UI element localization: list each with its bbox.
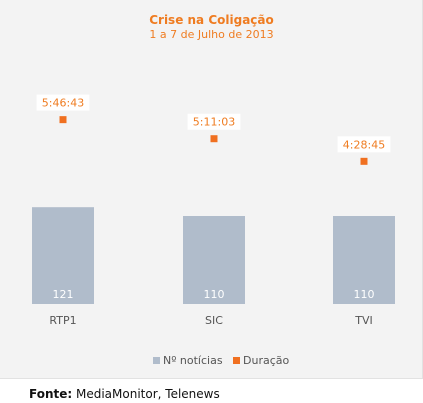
source-label: Fonte:	[29, 387, 73, 401]
x-tick-label-sic: SIC	[205, 314, 223, 327]
source-note: Fonte: MediaMonitor, Telenews	[29, 387, 220, 401]
legend-label-noticias: Nº notícias	[163, 354, 223, 367]
x-tick-label-tvi: TVI	[354, 314, 373, 327]
duration-label-box-rtp1	[36, 94, 90, 111]
legend-swatch-duracao	[233, 357, 240, 364]
duration-label-sic: 5:11:03	[193, 116, 235, 129]
duration-point-tvi	[360, 157, 368, 165]
legend-label-duracao: Duração	[243, 354, 289, 367]
bar-sic	[183, 216, 245, 304]
bar-rtp1	[32, 207, 94, 304]
duration-label-tvi: 4:28:45	[343, 138, 385, 151]
duration-point-rtp1	[59, 116, 67, 124]
bar-value-label-tvi: 110	[354, 288, 375, 301]
bar-tvi	[333, 216, 395, 304]
duration-label-box-sic	[187, 113, 241, 130]
bar-chart: 121 5:46:43 RTP1 110 5:11:03 SIC 110 4:28:45 TVI…	[32, 94, 395, 367]
source-text: MediaMonitor, Telenews	[72, 387, 220, 401]
duration-label-box-tvi	[337, 136, 391, 153]
duration-point-sic	[210, 135, 218, 143]
chart-frame	[0, 0, 423, 379]
x-tick-label-rtp1: RTP1	[49, 314, 76, 327]
bar-value-label-sic: 110	[204, 288, 225, 301]
duration-label-rtp1: 5:46:43	[42, 97, 84, 110]
chart-title: Crise na Coligação	[149, 13, 274, 27]
bar-value-label-rtp1: 121	[53, 288, 74, 301]
chart-subtitle: 1 a 7 de Julho de 2013	[149, 28, 274, 41]
legend-swatch-noticias	[153, 357, 160, 364]
